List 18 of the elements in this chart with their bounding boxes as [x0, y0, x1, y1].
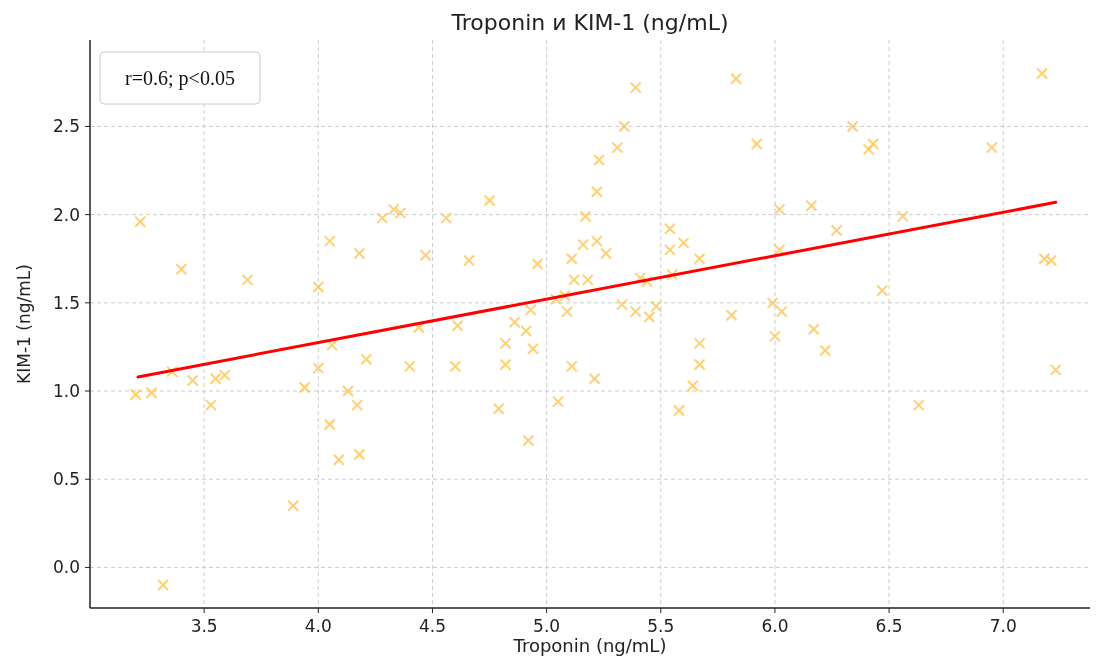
y-tick-label: 0.0 [52, 557, 80, 578]
chart-title: Troponin и KIM-1 (ng/mL) [450, 10, 729, 35]
x-tick-label: 4.5 [418, 616, 446, 636]
x-tick-label: 4.0 [304, 616, 332, 636]
x-tick-label: 6.0 [761, 616, 789, 636]
x-tick-label: 6.5 [875, 616, 903, 636]
x-tick-label: 3.5 [190, 616, 218, 636]
x-tick-label: 5.0 [533, 616, 561, 636]
y-tick-label: 2.5 [52, 116, 80, 137]
x-tick-label: 5.5 [647, 616, 675, 636]
x-tick-label: 7.0 [989, 616, 1017, 636]
annotation: r=0.6; p<0.05 [125, 67, 235, 90]
y-tick-label: 1.5 [52, 292, 80, 313]
y-axis-title: KIM-1 (ng/mL) [14, 264, 34, 384]
y-tick-label: 1.0 [52, 380, 80, 401]
y-tick-label: 2.0 [52, 204, 80, 225]
x-axis-title: Troponin (ng/mL) [512, 635, 667, 656]
y-tick-label: 0.5 [52, 469, 80, 490]
